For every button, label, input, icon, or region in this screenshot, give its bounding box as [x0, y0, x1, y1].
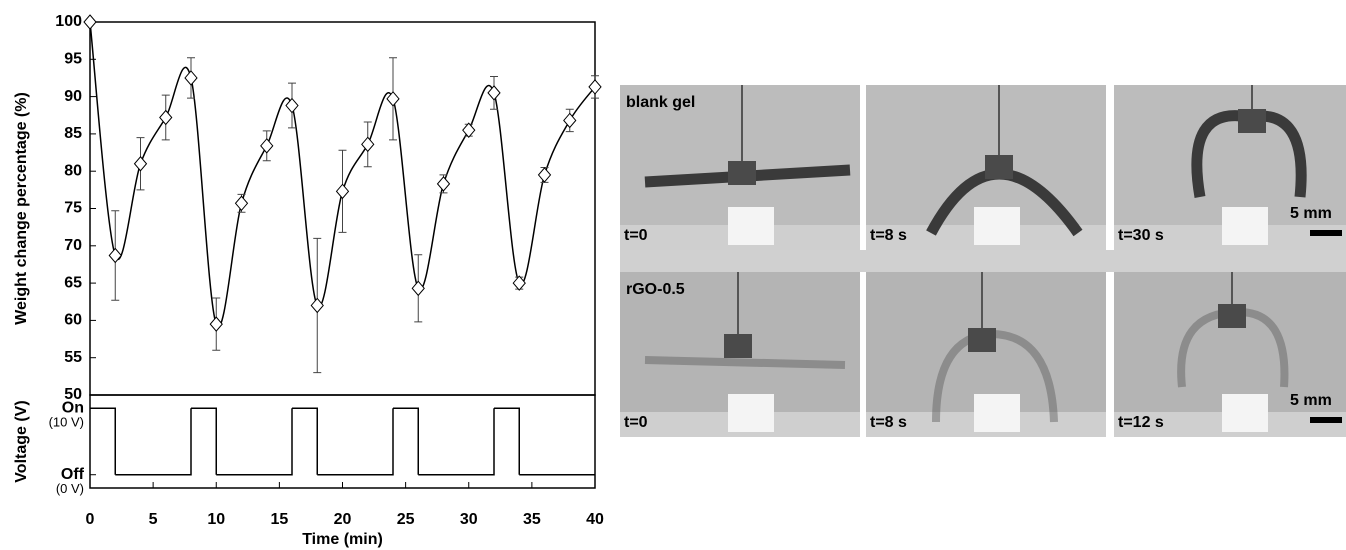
time-label: t=8 s: [870, 227, 907, 244]
marker: [133, 155, 148, 172]
platform: [728, 394, 774, 432]
y-tick-label: 90: [64, 88, 82, 105]
marker: [411, 280, 425, 297]
step-segment: [393, 407, 419, 475]
sample-label: blank gel: [626, 94, 695, 111]
sample-label: rGO-0.5: [626, 281, 685, 298]
x-axis-label: Time (min): [302, 531, 383, 548]
y-tick-label: 75: [64, 200, 82, 217]
y-tick-label: 95: [64, 51, 82, 68]
photo-panel: t=30 s 5 mm: [1114, 85, 1346, 250]
x-tick-label: 15: [270, 511, 288, 528]
scale-bar-label: 5 mm: [1290, 392, 1332, 409]
photo-strip: [620, 250, 1346, 272]
x-tick-label: 40: [586, 511, 604, 528]
x-tick-label: 10: [207, 511, 225, 528]
time-label: t=8 s: [870, 414, 907, 431]
marker: [436, 176, 451, 192]
platform: [728, 207, 774, 245]
y-tick-label: 55: [64, 349, 82, 366]
marker: [537, 167, 552, 183]
marker: [563, 112, 577, 129]
y-tick-label: Off: [61, 466, 85, 483]
step-segment: [494, 407, 520, 475]
x-tick-label: 0: [86, 511, 95, 528]
time-label: t=12 s: [1118, 414, 1164, 431]
clamp: [985, 155, 1013, 179]
step-segment: [216, 408, 293, 476]
y-axis-label: Weight change percentage (%): [13, 92, 30, 325]
clamp: [1218, 304, 1246, 328]
x-tick-label: 20: [334, 511, 352, 528]
y-tick-label: 65: [64, 274, 82, 291]
clamp: [968, 328, 996, 352]
marker: [462, 122, 476, 138]
curve: [89, 21, 596, 328]
gel: [644, 356, 846, 369]
scale-bar: [1310, 417, 1342, 423]
step-segment: [191, 407, 217, 475]
x-tick-label: 35: [523, 511, 541, 528]
y-tick-label: 85: [64, 125, 82, 142]
y-tick-label: 70: [64, 237, 82, 254]
x-tick-label: 30: [460, 511, 478, 528]
step-segment: [418, 408, 495, 476]
photo-panel: t=8 s: [866, 272, 1106, 437]
photo-panel: t=0 blank gel: [620, 85, 860, 250]
marker: [335, 183, 350, 200]
y-tick-label: On: [62, 400, 84, 417]
step-segment: [115, 408, 192, 476]
platform: [974, 394, 1020, 432]
marker: [260, 138, 274, 154]
x-tick-label: 5: [149, 511, 158, 528]
marker: [209, 316, 223, 332]
time-label: t=0: [624, 227, 648, 244]
photo-panel: t=0 rGO-0.5: [620, 272, 860, 437]
marker: [83, 14, 97, 30]
marker: [159, 109, 173, 126]
clamp: [724, 334, 752, 358]
marker: [487, 85, 501, 101]
marker: [234, 195, 249, 212]
time-label: t=0: [624, 414, 648, 431]
marker: [310, 297, 324, 314]
photo-panel: t=8 s: [866, 85, 1106, 250]
y-tick-note: (10 V): [49, 415, 84, 430]
photo-panel: t=12 s 5 mm: [1114, 272, 1346, 437]
y-tick-label: 50: [64, 386, 82, 403]
marker: [512, 275, 526, 291]
platform: [974, 207, 1020, 245]
clamp: [728, 161, 756, 185]
y-axis-label: Voltage (V): [13, 400, 30, 482]
platform: [1222, 394, 1268, 432]
y-tick-label: 60: [64, 312, 82, 329]
y-tick-label: 80: [64, 162, 82, 179]
marker: [108, 247, 122, 264]
x-tick-label: 25: [397, 511, 415, 528]
marker: [588, 79, 602, 95]
marker: [386, 91, 400, 107]
scale-bar-label: 5 mm: [1290, 205, 1332, 222]
step-segment: [90, 407, 116, 475]
platform: [1222, 207, 1268, 245]
time-label: t=30 s: [1118, 227, 1164, 244]
scale-bar: [1310, 230, 1342, 236]
step-segment: [292, 407, 318, 475]
step-segment: [317, 408, 394, 476]
marker: [184, 70, 198, 86]
marker: [285, 97, 299, 114]
y-tick-label: 100: [55, 13, 82, 30]
y-tick-note: (0 V): [56, 481, 84, 496]
clamp: [1238, 109, 1266, 133]
marker: [361, 136, 375, 153]
